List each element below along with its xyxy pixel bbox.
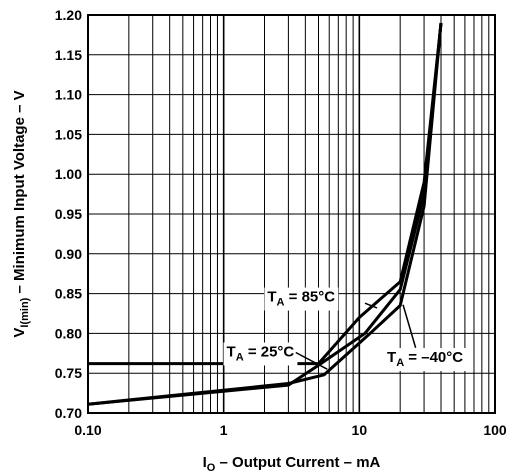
y-tick-labels: 0.70 0.75 0.80 0.85 0.90 0.95 1.00 1.05 1.10 1.15… [55,7,82,421]
annotation-85c: TA = 85°C [264,287,339,311]
y-axis-title: VI(min) – Minimum Input Voltage – V [11,90,31,337]
y-tick-label: 1.00 [55,166,82,182]
y-tick-label: 0.80 [55,325,82,341]
annotation-minus40c-label: TA = –40°C [387,349,463,369]
leader-85c [364,302,378,309]
y-tick-label: 0.90 [55,246,82,262]
leader-25c [295,351,328,370]
annotation-25c: TA = 25°C [223,342,298,366]
x-tick-label: 100 [483,422,507,438]
x-tick-label: 1 [220,422,228,438]
y-tick-label: 1.10 [55,87,82,103]
x-tick-labels: 0.10 1 10 100 [74,422,507,438]
y-tick-label: 0.85 [55,286,82,302]
y-tick-label: 0.95 [55,206,82,222]
annotation-leaders [295,302,417,370]
series-line-2 [87,22,443,406]
y-tick-label: 1.15 [55,47,82,63]
plot-frame [87,14,496,414]
y-tick-label: 1.05 [55,126,82,142]
leader-minus40c [402,304,417,348]
grid [88,15,495,413]
x-tick-label: 0.10 [74,422,101,438]
annotation-25c-label: TA = 25°C [227,343,295,363]
x-axis-title: IO – Output Current – mA [203,454,381,474]
annotation-minus40c: TA = –40°C [384,348,467,372]
y-tick-label: 0.75 [55,365,82,381]
x-tick-label: 10 [352,422,368,438]
annotation-85c-label: TA = 85°C [267,289,335,309]
y-tick-label: 1.20 [55,7,82,23]
y-tick-label: 0.70 [55,405,82,421]
